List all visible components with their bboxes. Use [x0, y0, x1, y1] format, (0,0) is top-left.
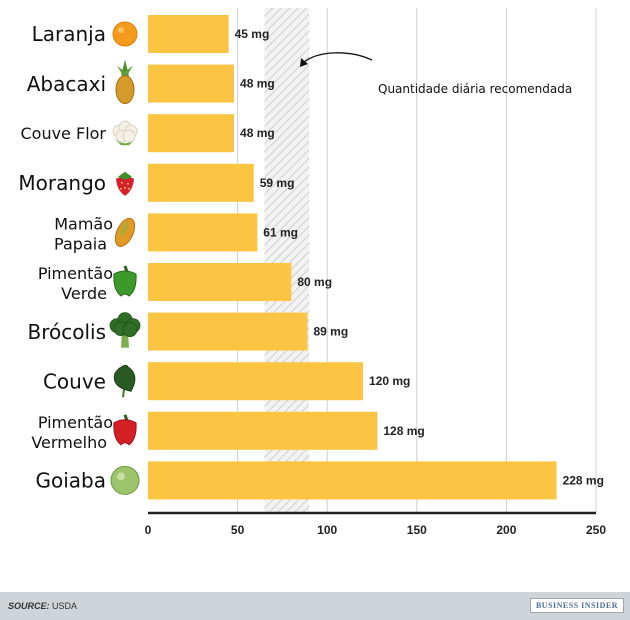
data-label: 120 mg	[369, 374, 410, 388]
source-value: USDA	[52, 601, 78, 611]
bar	[148, 114, 235, 153]
category-label: Brócolis	[27, 320, 106, 344]
data-label: 48 mg	[240, 126, 275, 140]
annotation: Quantidade diária recomendada	[300, 52, 572, 96]
strawberry-icon	[116, 171, 134, 196]
category-label-line: Papaia	[54, 234, 107, 253]
bars: 45 mg 48 mg 48 mg 59 mg 61 mg 80 mg 89 mg 120 m…	[148, 15, 604, 500]
kale-icon	[113, 364, 136, 398]
footer: SOURCE: USDA BUSINESS INSIDER	[0, 592, 630, 620]
bar	[148, 312, 308, 351]
orange-icon	[112, 21, 138, 47]
bar-chart: 45 mg 48 mg 48 mg 59 mg 61 mg 80 mg 89 mg 120 m…	[18, 8, 606, 537]
category-label-line: Mamão	[54, 214, 113, 233]
category-label-line: Vermelho	[31, 433, 107, 452]
bar	[148, 461, 557, 500]
source-label: SOURCE:	[8, 601, 50, 611]
cauliflower-icon	[112, 120, 138, 146]
category-label: Pimentão Vermelho	[31, 413, 113, 452]
x-tick-label: 50	[231, 523, 245, 537]
category-label: Pimentão Verde	[38, 264, 113, 303]
category-label: Abacaxi	[27, 72, 106, 96]
x-tick-label: 150	[407, 523, 427, 537]
source-credit: SOURCE: USDA	[8, 601, 77, 611]
red-pepper-icon	[113, 414, 137, 446]
x-tick-label: 250	[586, 523, 606, 537]
x-tick-label: 200	[496, 523, 516, 537]
category-label-line: Pimentão	[38, 413, 113, 432]
bar	[148, 64, 235, 103]
bar	[148, 163, 254, 202]
category-label: Goiaba	[36, 469, 107, 493]
category-labels: Laranja Abacaxi Couve Flor Morango Mamão Papa…	[18, 22, 113, 492]
bar	[148, 362, 364, 401]
data-label: 80 mg	[297, 275, 332, 289]
annotation-arrowhead	[300, 58, 308, 67]
bar	[148, 411, 378, 450]
category-label: Mamão Papaia	[54, 214, 113, 253]
x-tick-label: 0	[145, 523, 152, 537]
data-label: 45 mg	[235, 27, 270, 41]
data-label: 228 mg	[563, 473, 604, 487]
pineapple-icon	[115, 59, 135, 105]
data-label: 61 mg	[263, 225, 298, 239]
green-pepper-icon	[113, 265, 137, 297]
x-tick-label: 100	[317, 523, 337, 537]
category-label-line: Pimentão	[38, 264, 113, 283]
x-axis: 0 50 100 150 200 250	[145, 511, 606, 537]
annotation-arrow	[302, 52, 373, 64]
broccoli-icon	[109, 312, 141, 348]
bar	[148, 263, 292, 301]
bar	[148, 15, 229, 53]
category-label-line: Verde	[61, 284, 107, 303]
data-label: 89 mg	[313, 325, 348, 339]
bar	[148, 213, 258, 252]
category-label: Couve	[43, 369, 106, 393]
data-label: 128 mg	[383, 424, 424, 438]
category-label: Laranja	[32, 22, 106, 46]
category-label: Couve Flor	[20, 124, 106, 143]
annotation-text: Quantidade diária recomendada	[378, 82, 572, 96]
papaya-icon	[114, 217, 136, 247]
guava-icon	[110, 465, 140, 495]
data-label: 59 mg	[260, 176, 295, 190]
category-label: Morango	[18, 171, 106, 195]
fruit-icons	[109, 21, 141, 495]
brand-logo: BUSINESS INSIDER	[529, 598, 624, 613]
data-label: 48 mg	[240, 77, 275, 91]
